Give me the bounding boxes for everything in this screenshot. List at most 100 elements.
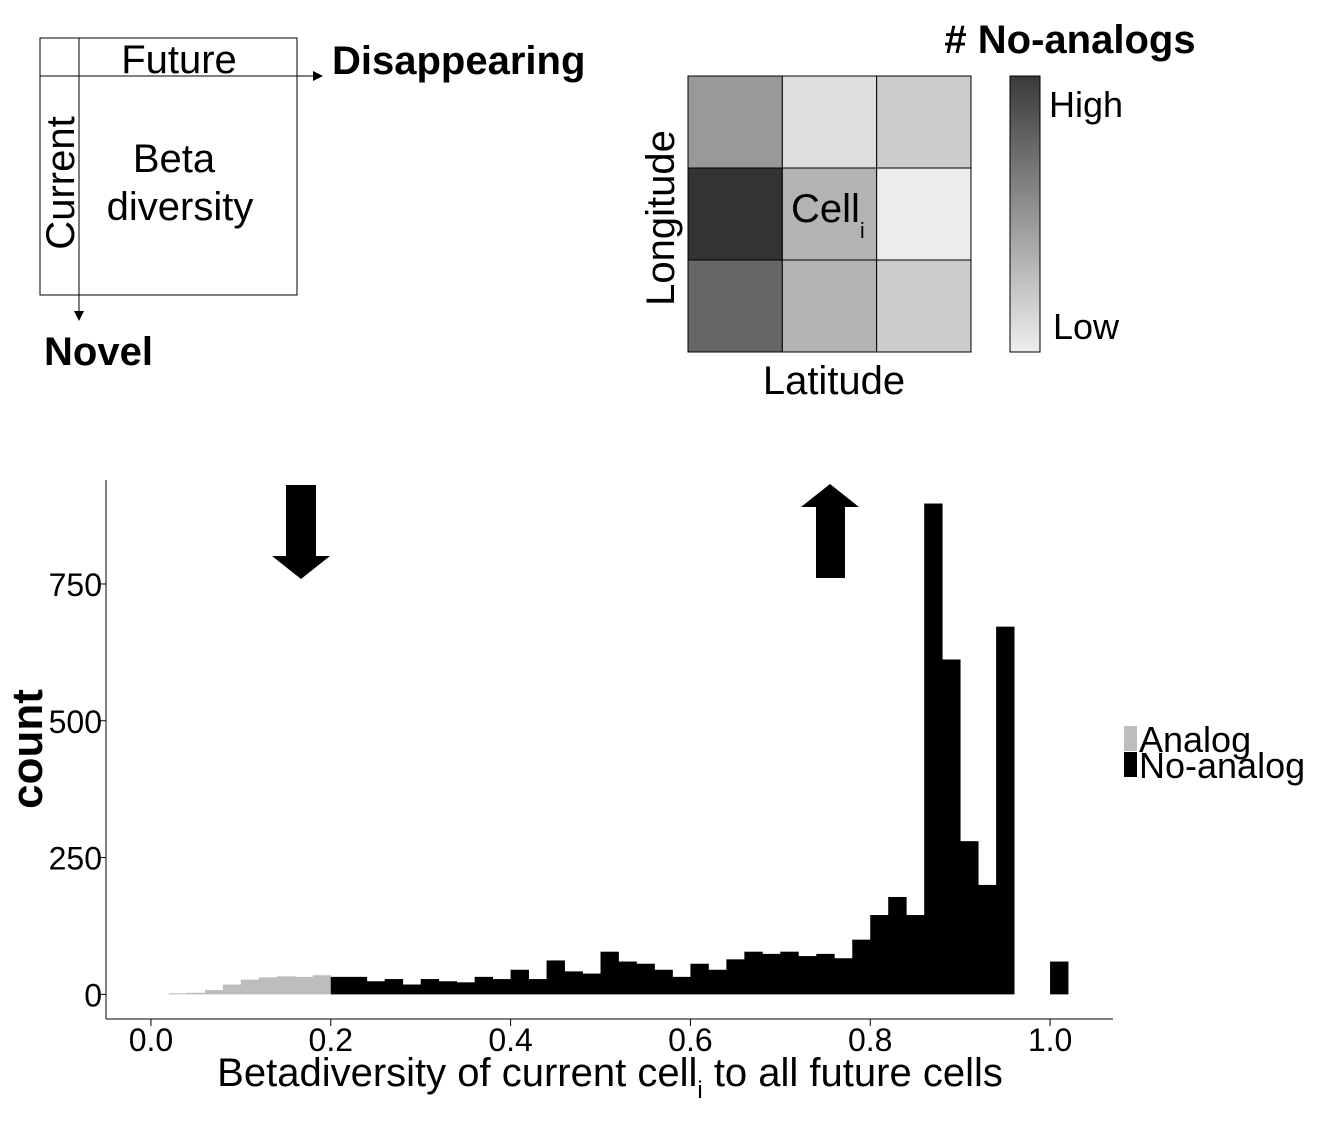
histogram-panel: 0.0 0.2 0.4 0.6 0.8 1.0 0 250 500 750 count Betad… bbox=[3, 480, 1305, 1104]
histogram-bars bbox=[168, 503, 1069, 995]
histogram-bar bbox=[492, 979, 511, 995]
y-tick-label: 0 bbox=[84, 977, 102, 1013]
matrix-panel: Future Current Beta diversity Disappeari… bbox=[39, 37, 585, 374]
grid-legend-high: High bbox=[1049, 84, 1123, 125]
histogram-bar bbox=[672, 976, 691, 995]
legend-swatch-no-analog bbox=[1124, 752, 1137, 777]
x-tick-label: 0.6 bbox=[668, 1022, 712, 1058]
histogram-bar bbox=[834, 958, 853, 995]
histogram-bar bbox=[978, 884, 997, 995]
histogram-bar bbox=[816, 953, 835, 995]
histogram-bar bbox=[546, 960, 565, 995]
legend-label-no-analog: No-analog bbox=[1139, 745, 1305, 786]
histogram-bar bbox=[942, 659, 961, 995]
grid-legend-low: Low bbox=[1053, 306, 1120, 347]
histogram-bar bbox=[708, 969, 727, 995]
histogram-bar bbox=[600, 951, 619, 995]
x-tick-label: 1.0 bbox=[1028, 1022, 1072, 1058]
histogram-bar bbox=[690, 963, 709, 995]
down-arrow-icon bbox=[272, 485, 330, 579]
histogram-bar bbox=[204, 989, 224, 995]
histogram-bar bbox=[294, 976, 314, 995]
histogram-bar bbox=[618, 961, 637, 995]
grid-cell bbox=[687, 167, 783, 261]
histogram-bar bbox=[420, 979, 440, 995]
disappearing-label: Disappearing bbox=[332, 39, 585, 83]
up-arrow-icon bbox=[801, 484, 859, 578]
x-tick-label: 0.2 bbox=[309, 1022, 353, 1058]
histogram-bar bbox=[276, 976, 296, 995]
x-axis-title: Betadiversity of current celli to all fu… bbox=[217, 1051, 1003, 1104]
histogram-bar bbox=[240, 979, 260, 995]
x-tick-label: 0.4 bbox=[488, 1022, 532, 1058]
histogram-bar bbox=[762, 953, 781, 995]
legend-label-analog: Analog bbox=[1139, 719, 1251, 760]
histogram-bar bbox=[996, 626, 1015, 995]
grid-cell bbox=[781, 75, 878, 169]
histogram-bar bbox=[888, 896, 907, 995]
histogram-bar bbox=[744, 951, 763, 995]
histogram-bar bbox=[636, 963, 655, 995]
grid-legend-gradient bbox=[1009, 75, 1041, 353]
matrix-cell-line2: diversity bbox=[107, 185, 254, 229]
histogram-bar bbox=[654, 969, 673, 995]
grid-cell-label: Celli bbox=[791, 187, 865, 243]
histogram-bar bbox=[474, 976, 494, 995]
grid-cells bbox=[687, 75, 972, 353]
matrix-col-header: Future bbox=[121, 38, 237, 82]
grid-cell bbox=[876, 75, 972, 169]
histogram-bar bbox=[564, 971, 583, 995]
histogram-bar bbox=[366, 981, 386, 995]
axis-ticks: 0.0 0.2 0.4 0.6 0.8 1.0 0 250 500 750 bbox=[49, 567, 1073, 1058]
histogram-bar bbox=[384, 979, 404, 995]
histogram-bar bbox=[312, 975, 332, 995]
histogram-bar bbox=[870, 915, 889, 995]
histogram-bar bbox=[726, 959, 745, 995]
histogram-bar bbox=[1050, 961, 1069, 995]
matrix-cell-line1: Beta bbox=[133, 137, 216, 181]
grid-cell bbox=[876, 167, 972, 261]
histogram-bar bbox=[924, 503, 943, 995]
histogram-bar bbox=[960, 841, 979, 995]
histogram-bar bbox=[222, 984, 242, 995]
grid-x-label: Latitude bbox=[763, 359, 905, 403]
x-axis-title-main: Betadiversity of current cell bbox=[217, 1051, 697, 1095]
y-tick-label: 500 bbox=[49, 704, 102, 740]
matrix-frame bbox=[39, 37, 298, 296]
histogram-bar bbox=[780, 951, 799, 995]
x-axis-title-sub: i bbox=[697, 1077, 702, 1104]
x-tick-label: 0.8 bbox=[848, 1022, 892, 1058]
histogram-bar bbox=[582, 973, 601, 995]
histogram-bar bbox=[798, 956, 817, 995]
grid-panel: # No-analogs Celli Latitude Longitude Hi… bbox=[639, 18, 1196, 403]
grid-cell bbox=[687, 75, 783, 169]
histogram-bar bbox=[186, 992, 206, 995]
matrix-row-header: Current bbox=[39, 116, 83, 249]
legend: Analog No-analog bbox=[1124, 719, 1305, 786]
histogram-bar bbox=[258, 977, 278, 995]
grid-cell bbox=[687, 259, 783, 353]
histogram-bar bbox=[906, 915, 925, 995]
x-tick-label: 0.0 bbox=[129, 1022, 173, 1058]
histogram-bar bbox=[528, 979, 547, 995]
grid-cell-label-sub: i bbox=[860, 218, 865, 243]
histogram-bar bbox=[168, 993, 188, 995]
histogram-bar bbox=[852, 939, 871, 995]
legend-swatch-analog bbox=[1124, 726, 1137, 751]
y-tick-label: 250 bbox=[49, 841, 102, 877]
x-axis-title-tail: to all future cells bbox=[703, 1051, 1003, 1095]
grid-cell bbox=[781, 259, 878, 353]
y-tick-label: 750 bbox=[49, 567, 102, 603]
histogram-bar bbox=[348, 976, 368, 995]
grid-cell bbox=[876, 259, 972, 353]
histogram-bar bbox=[402, 984, 422, 995]
novel-label: Novel bbox=[44, 330, 153, 374]
grid-title: # No-analogs bbox=[944, 18, 1195, 62]
histogram-bar bbox=[456, 982, 476, 995]
grid-y-label: Longitude bbox=[639, 130, 683, 306]
histogram-bar bbox=[330, 976, 350, 995]
histogram-bar bbox=[510, 969, 529, 995]
y-axis-title: count bbox=[3, 689, 52, 809]
grid-cell bbox=[781, 167, 878, 261]
